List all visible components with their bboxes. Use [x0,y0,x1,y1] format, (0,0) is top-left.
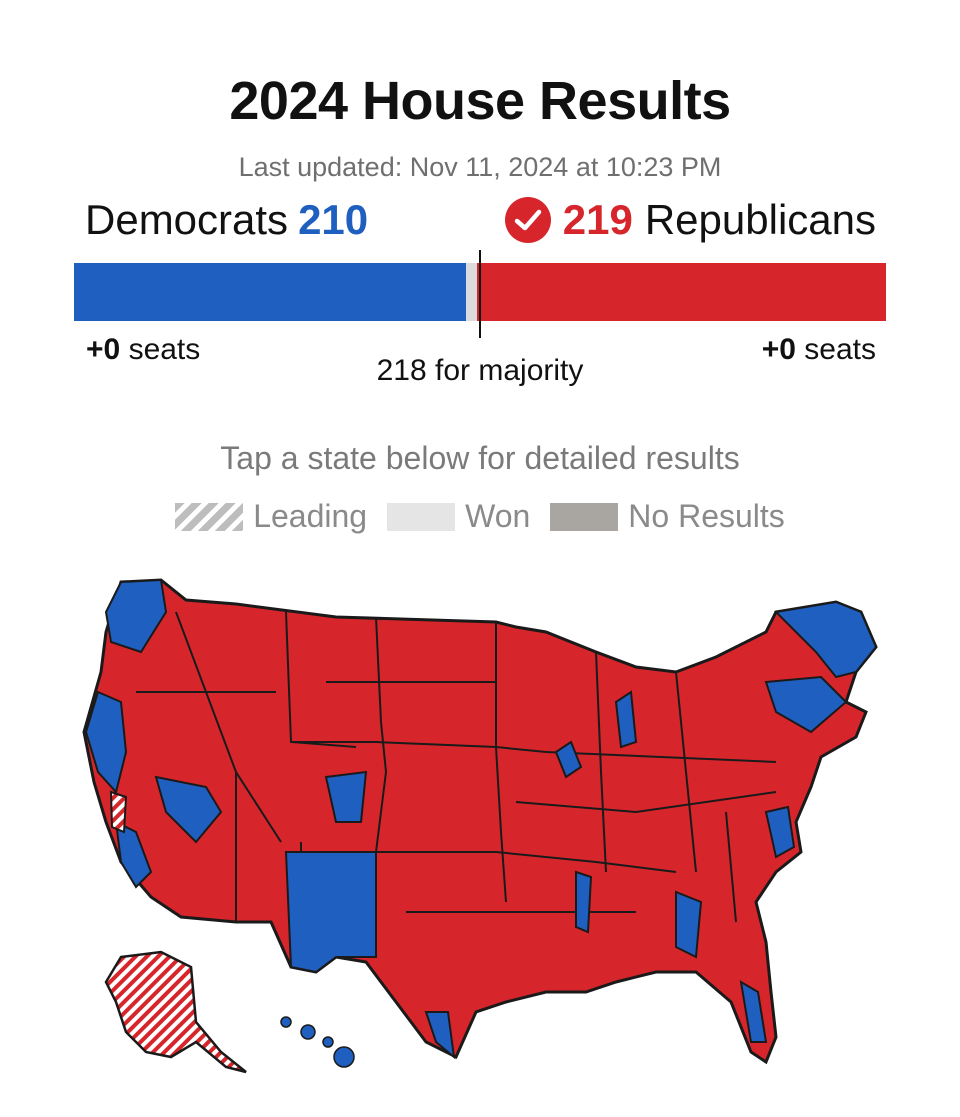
dem-seat-count: 210 [298,196,369,243]
rep-change-value: +0 [761,333,796,366]
rep-tally: 219 Republicans [504,196,876,244]
hawaii[interactable] [280,1016,355,1068]
legend-won-label: Won [465,498,531,534]
map-legend: Leading Won No Results [0,498,960,535]
leading-swatch [175,502,244,531]
won-swatch [387,502,456,531]
dem-seats-word: seats [128,333,201,366]
last-updated: Last updated: Nov 11, 2024 at 10:23 PM [238,152,722,182]
rep-label: Republicans [644,196,876,243]
check-circle-icon [504,197,551,243]
rep-seats-word: seats [804,333,876,366]
rep-seat-change: +0 seats [762,333,876,367]
majority-label: 218 for majority [376,354,584,387]
legend-won: Won [387,498,530,535]
dem-change-value: +0 [86,333,121,366]
alaska[interactable] [104,950,247,1074]
rep-bar-segment [477,263,886,321]
legend-leading-label: Leading [253,498,368,534]
dem-districts [84,578,878,1060]
page-title: 2024 House Results [229,71,731,131]
us-district-map[interactable] [76,572,886,1087]
dem-bar-segment [74,263,466,321]
tap-instructions: Tap a state below for detailed results [220,440,740,476]
rep-seat-count: 219 [562,196,633,243]
dem-tally: Democrats 210 [85,196,368,244]
legend-leading: Leading [175,498,367,535]
no-results-swatch [550,502,619,531]
dem-label: Democrats [85,196,289,243]
majority-marker [479,250,481,338]
leading-district-nevada[interactable] [109,790,128,834]
dem-seat-change: +0 seats [86,333,200,367]
legend-no-results: No Results [550,498,785,535]
legend-no-results-label: No Results [628,498,785,534]
